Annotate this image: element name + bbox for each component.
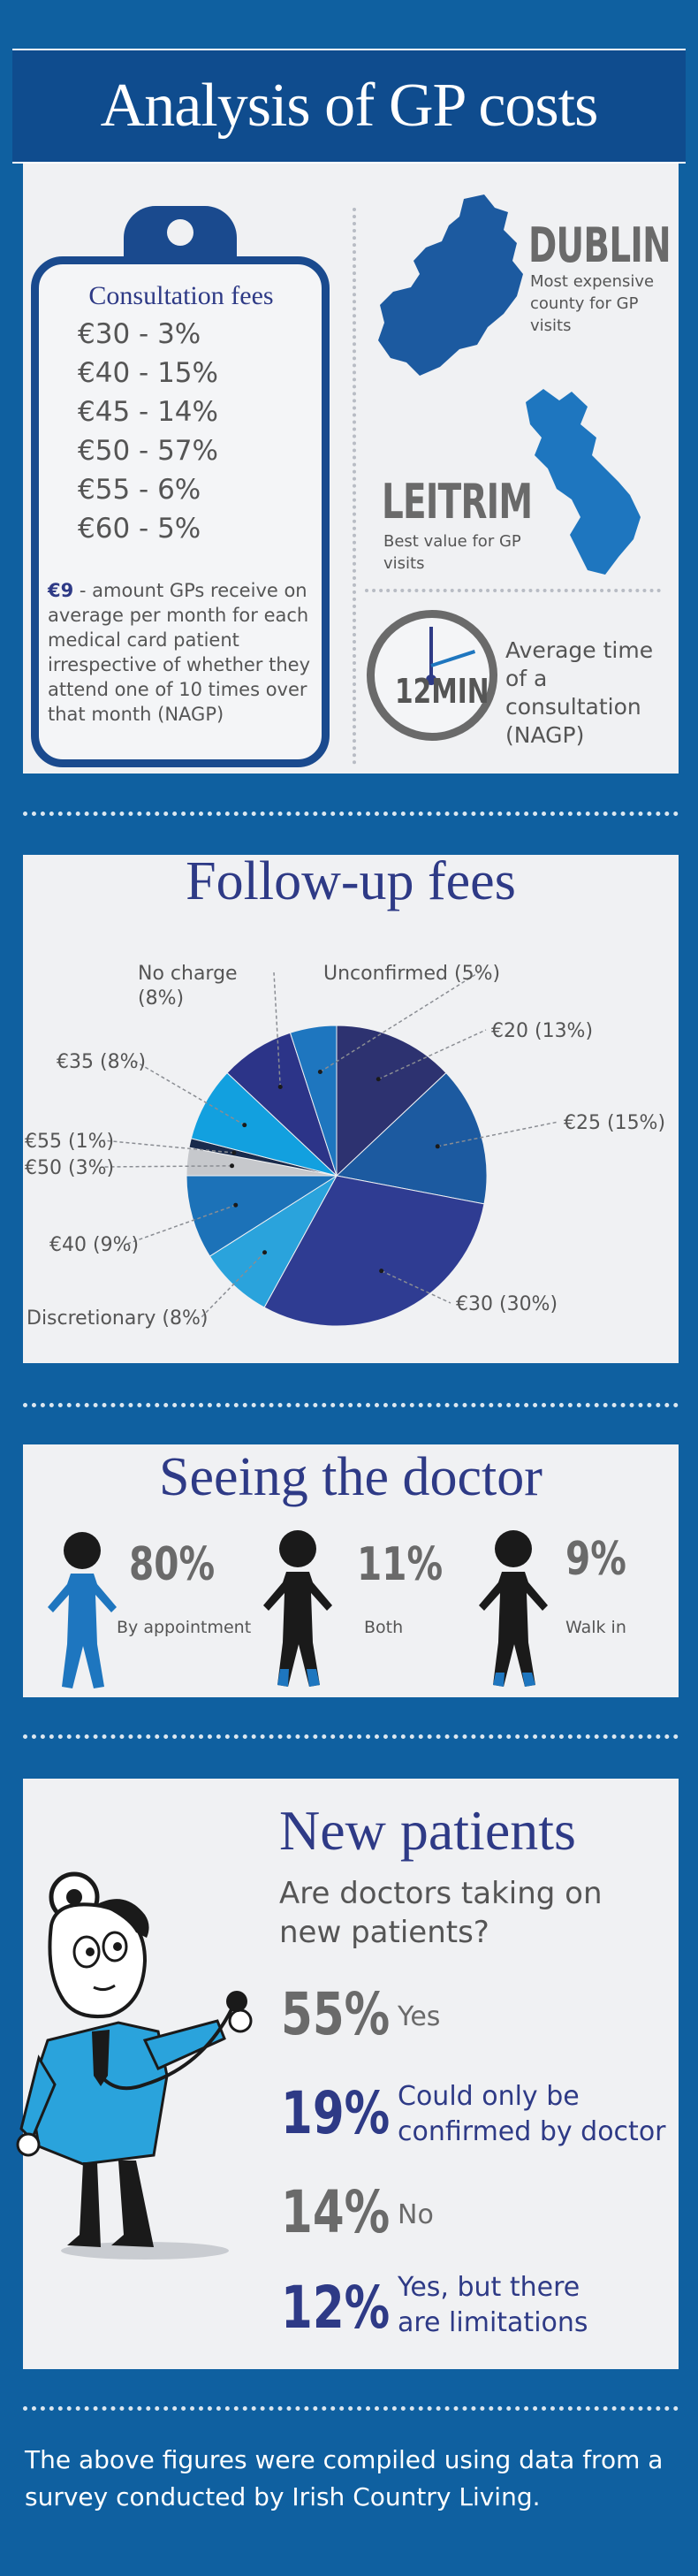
both-label: Both bbox=[364, 1618, 404, 1637]
leitrim-map-icon bbox=[526, 389, 641, 575]
new-patients-question: Are doctors taking on new patients? bbox=[279, 1876, 603, 1950]
dublin-map-icon bbox=[378, 194, 523, 376]
section-divider bbox=[23, 2406, 679, 2411]
appointment-label: By appointment bbox=[117, 1618, 252, 1637]
fee-item: €55 - 6% bbox=[78, 474, 201, 506]
dublin-name: DUBLIN bbox=[528, 217, 671, 273]
person-both-icon bbox=[263, 1530, 332, 1687]
pie-label: €40 (9%) bbox=[49, 1234, 139, 1256]
title-banner: Analysis of GP costs bbox=[12, 49, 686, 164]
pie-leader-dot bbox=[376, 1077, 381, 1082]
horizontal-divider bbox=[365, 589, 661, 592]
person-appointment-icon bbox=[48, 1532, 117, 1688]
clipboard bbox=[31, 256, 330, 767]
pie-leader-line bbox=[273, 972, 281, 1087]
pie-leader-dot bbox=[242, 1123, 247, 1128]
doctor-illustration-icon bbox=[16, 1871, 253, 2260]
section-divider bbox=[23, 812, 679, 816]
pie-slice-40 bbox=[186, 1175, 338, 1257]
gp-payment-amount: €9 bbox=[48, 580, 74, 601]
pie-label: €30 (30%) bbox=[456, 1293, 558, 1315]
yes-label: Yes bbox=[398, 2001, 441, 2032]
dublin-description: Most expensive county for GP visits bbox=[530, 272, 655, 335]
pie-leader-dot bbox=[262, 1250, 268, 1255]
fee-item: €40 - 15% bbox=[78, 357, 218, 389]
pie-label: €55 (1%) bbox=[25, 1131, 114, 1153]
page-title: Analysis of GP costs bbox=[100, 72, 599, 140]
footer-source-note: The above figures were compiled using da… bbox=[25, 2445, 664, 2511]
consultation-time-text: Average time of a consultation (NAGP) bbox=[505, 637, 654, 748]
pie-leader-line bbox=[381, 1269, 451, 1304]
pie-leader-dot bbox=[233, 1202, 239, 1208]
pie-leader-dot bbox=[277, 1085, 283, 1090]
section-divider bbox=[23, 1734, 679, 1739]
pie-leader-dot bbox=[435, 1144, 440, 1149]
clock-icon bbox=[367, 610, 497, 741]
pie-leader-dot bbox=[231, 1150, 237, 1155]
pie-leader-line bbox=[377, 1029, 487, 1080]
pie-label: Discretionary (8%) bbox=[27, 1307, 208, 1330]
pie-label: No charge (8%) bbox=[138, 963, 238, 1010]
clock-minute-hand bbox=[429, 627, 433, 680]
pie-leader-dot bbox=[317, 1069, 322, 1074]
walk-in-label: Walk in bbox=[565, 1618, 626, 1637]
leitrim-name: LEITRIM bbox=[382, 474, 533, 530]
pie-label: €25 (15%) bbox=[564, 1112, 665, 1134]
appointment-percent: 80% bbox=[129, 1538, 216, 1591]
seeing-doctor-title: Seeing the doctor bbox=[159, 1447, 542, 1507]
pie-leader-line bbox=[437, 1121, 559, 1147]
pie-slice-20 bbox=[336, 1025, 447, 1177]
both-percent: 11% bbox=[357, 1538, 444, 1591]
pie-label: €50 (3%) bbox=[25, 1157, 114, 1179]
pie-label: €20 (13%) bbox=[491, 1020, 593, 1042]
pie-leader-dot bbox=[230, 1163, 235, 1169]
walk-in-percent: 9% bbox=[565, 1533, 626, 1586]
clock-center bbox=[426, 674, 436, 685]
pie-label: Unconfirmed (5%) bbox=[323, 963, 500, 985]
vertical-divider bbox=[353, 208, 356, 765]
pie-leader-line bbox=[319, 972, 480, 1073]
confirmed-label: Could only be confirmed by doctor bbox=[398, 2081, 666, 2147]
pie-label: €35 (8%) bbox=[57, 1051, 146, 1073]
confirmed-percent: 19% bbox=[281, 2079, 391, 2147]
gp-payment-note: €9 - amount GPs receive on average per m… bbox=[48, 578, 322, 727]
pie-leader-line bbox=[102, 1139, 234, 1154]
gp-payment-text: - amount GPs receive on average per mont… bbox=[48, 580, 311, 725]
no-percent: 14% bbox=[281, 2178, 391, 2246]
pie-leader-line bbox=[201, 1252, 266, 1318]
follow-up-title: Follow-up fees bbox=[186, 851, 516, 911]
seeing-doctor-panel bbox=[23, 1444, 679, 1697]
pie-leader-dot bbox=[379, 1269, 384, 1274]
no-label: No bbox=[398, 2199, 434, 2230]
new-patients-title: New patients bbox=[279, 1799, 576, 1862]
consultation-fees-title: Consultation fees bbox=[88, 281, 274, 310]
clock-hour-hand bbox=[430, 650, 476, 667]
follow-up-pie-chart: €20 (13%) €25 (15%) €30 (30%) Discretionary… bbox=[25, 963, 665, 1330]
fee-item: €60 - 5% bbox=[78, 513, 201, 545]
pie-leader-line bbox=[126, 1204, 236, 1245]
pie-leader-line bbox=[133, 1060, 246, 1126]
clock-duration-label: 12MIN bbox=[395, 672, 489, 711]
yes-percent: 55% bbox=[281, 1980, 391, 2048]
pie-leader-line bbox=[102, 1165, 232, 1168]
clipboard-clip-hole bbox=[167, 219, 193, 246]
fee-item: €45 - 14% bbox=[78, 396, 218, 428]
limitations-percent: 12% bbox=[281, 2274, 391, 2342]
person-walk-in-icon bbox=[479, 1530, 548, 1687]
pie-slice-unconfirmed bbox=[289, 1025, 338, 1177]
leitrim-description: Best value for GP visits bbox=[383, 532, 521, 573]
pie-slice-25 bbox=[335, 1071, 488, 1205]
limitations-label: Yes, but there are limitations bbox=[398, 2272, 588, 2338]
pie-slice-30 bbox=[263, 1175, 485, 1327]
fee-item: €30 - 3% bbox=[78, 318, 201, 350]
fee-item: €50 - 57% bbox=[78, 435, 218, 467]
section-divider bbox=[23, 1403, 679, 1407]
